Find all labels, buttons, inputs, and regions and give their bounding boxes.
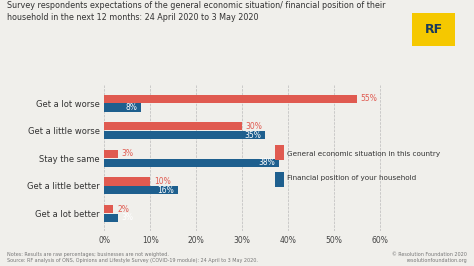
Text: 38%: 38% — [258, 158, 275, 167]
Text: 55%: 55% — [361, 94, 377, 103]
Bar — [275, 172, 284, 187]
Text: General economic situation in this country: General economic situation in this count… — [287, 151, 440, 157]
Text: 3%: 3% — [122, 149, 134, 158]
Bar — [275, 145, 284, 160]
Text: 30%: 30% — [246, 122, 263, 131]
Text: Notes: Results are raw percentages; businesses are not weighted.
Source: RF anal: Notes: Results are raw percentages; busi… — [7, 252, 258, 263]
Bar — [104, 131, 265, 139]
Bar — [104, 94, 357, 103]
Bar — [104, 159, 279, 167]
Bar — [104, 186, 178, 194]
Text: Financial position of your household: Financial position of your household — [287, 175, 416, 181]
Text: © Resolution Foundation 2020
resolutionfoundation.org: © Resolution Foundation 2020 resolutionf… — [392, 252, 467, 263]
Text: Survey respondents expectations of the general economic situation/ financial pos: Survey respondents expectations of the g… — [7, 1, 386, 22]
Bar — [104, 103, 141, 112]
Bar — [104, 214, 118, 222]
Bar — [104, 122, 242, 130]
Bar — [104, 150, 118, 158]
Text: 2%: 2% — [117, 205, 129, 214]
Text: RF: RF — [425, 23, 443, 36]
Text: 10%: 10% — [154, 177, 171, 186]
Text: 8%: 8% — [126, 103, 137, 112]
Text: 16%: 16% — [157, 186, 174, 195]
Text: 35%: 35% — [245, 131, 261, 140]
Text: 3%: 3% — [122, 213, 134, 222]
FancyBboxPatch shape — [412, 13, 455, 46]
Bar — [104, 177, 150, 186]
Bar — [104, 205, 113, 213]
